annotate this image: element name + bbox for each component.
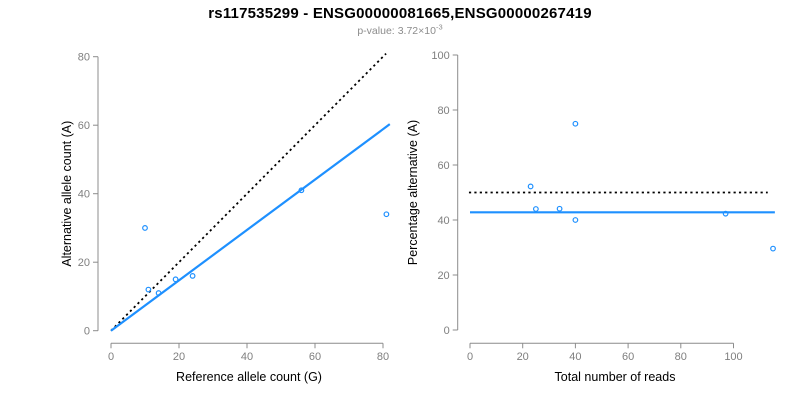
x-tick-label: 20 — [173, 351, 185, 363]
y-tick-label: 20 — [437, 270, 449, 282]
x-tick-label: 100 — [724, 351, 742, 363]
y-tick-label: 0 — [444, 325, 450, 337]
x-tick-label: 40 — [569, 351, 581, 363]
y-tick-label: 40 — [437, 215, 449, 227]
x-tick-label: 20 — [517, 351, 529, 363]
data-point — [572, 217, 579, 223]
x-tick-label: 80 — [377, 351, 389, 363]
pvalue-base: 10 — [424, 25, 436, 37]
y-tick-label: 0 — [84, 326, 90, 338]
x-axis-title: Total number of reads — [555, 370, 676, 384]
data-point — [145, 286, 152, 293]
data-point — [189, 273, 196, 279]
y-axis-title: Alternative allele count (A) — [60, 121, 74, 267]
y-tick-label: 60 — [78, 120, 90, 132]
page-title: rs117535299 - ENSG00000081665,ENSG000002… — [208, 5, 592, 22]
data-point — [172, 276, 179, 283]
pvalue-subtitle: p-value: 3.72×10-3 — [0, 22, 800, 37]
x-tick-label: 60 — [309, 351, 321, 363]
x-tick-label: 0 — [108, 351, 114, 363]
data-point — [142, 225, 148, 231]
data-point — [556, 205, 563, 212]
right-scatter-percentage-alternative: 0 20 40 60 80 100 0 20 40 60 80 100 Total number of … — [406, 50, 776, 384]
data-point — [298, 187, 305, 194]
x-tick-label: 80 — [675, 351, 687, 363]
y-axis-title: Percentage alternative (A) — [406, 120, 420, 265]
y-tick-label: 80 — [437, 105, 449, 117]
data-point — [770, 245, 776, 252]
y-tick-label: 100 — [431, 50, 449, 62]
x-axis-title: Reference allele count (G) — [176, 370, 322, 384]
x-tick-label: 0 — [467, 351, 473, 363]
x-tick-label: 40 — [241, 351, 253, 363]
data-point — [383, 211, 390, 218]
data-point — [572, 120, 579, 127]
pvalue-exponent: -3 — [435, 22, 443, 32]
data-point — [722, 210, 729, 217]
identity-line — [110, 52, 387, 332]
pvalue-label: p-value: — [357, 25, 395, 37]
times-sign: × — [418, 25, 425, 37]
fit-line — [110, 123, 391, 332]
left-scatter-allele-counts: 0 20 40 60 80 0 20 40 60 80 Reference allele count… — [60, 52, 391, 384]
y-tick-label: 60 — [437, 160, 449, 172]
pvalue-mantissa: 3.72 — [397, 25, 419, 37]
data-point — [155, 290, 162, 296]
y-tick-label: 20 — [78, 257, 90, 269]
y-tick-label: 80 — [78, 52, 90, 64]
x-tick-label: 60 — [622, 351, 634, 363]
data-point — [527, 183, 534, 190]
y-tick-label: 40 — [78, 189, 90, 201]
data-point — [532, 206, 539, 212]
